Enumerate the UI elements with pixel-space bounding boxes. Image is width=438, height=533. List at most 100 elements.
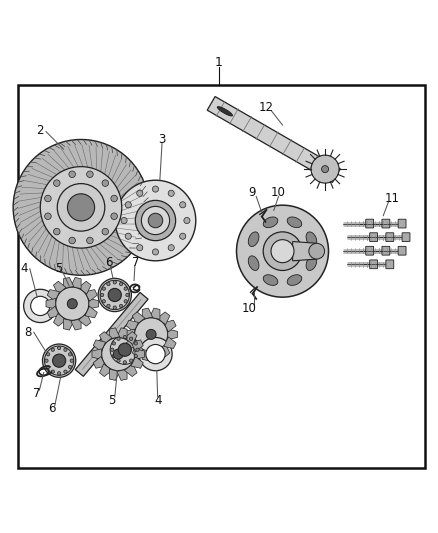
Text: 2: 2 (35, 124, 43, 137)
Polygon shape (117, 328, 127, 339)
Circle shape (46, 365, 50, 369)
Circle shape (130, 337, 133, 341)
Polygon shape (93, 357, 106, 368)
Ellipse shape (248, 256, 259, 270)
Circle shape (134, 318, 168, 351)
Circle shape (40, 167, 122, 248)
Circle shape (56, 287, 89, 320)
Circle shape (135, 200, 176, 241)
Circle shape (53, 180, 60, 187)
Polygon shape (131, 357, 143, 368)
Polygon shape (150, 350, 160, 361)
Polygon shape (131, 340, 143, 352)
Circle shape (152, 186, 159, 192)
Polygon shape (207, 96, 340, 182)
Circle shape (87, 237, 93, 244)
Circle shape (57, 183, 105, 231)
Circle shape (57, 372, 61, 375)
Circle shape (69, 237, 75, 244)
Text: 6: 6 (48, 402, 56, 415)
Circle shape (180, 233, 186, 239)
Circle shape (321, 166, 328, 173)
Circle shape (168, 245, 174, 251)
Circle shape (68, 365, 72, 369)
Circle shape (67, 194, 95, 221)
Text: 5: 5 (108, 393, 115, 407)
FancyBboxPatch shape (366, 219, 374, 228)
Text: 12: 12 (259, 101, 274, 115)
FancyBboxPatch shape (402, 233, 410, 241)
Circle shape (45, 213, 51, 220)
Circle shape (51, 348, 54, 351)
Circle shape (53, 354, 66, 367)
Circle shape (53, 228, 60, 235)
Polygon shape (110, 369, 120, 381)
Circle shape (126, 293, 129, 297)
Polygon shape (47, 306, 60, 318)
Polygon shape (110, 328, 120, 339)
Polygon shape (124, 364, 137, 376)
Circle shape (136, 348, 139, 351)
Text: 10: 10 (271, 187, 286, 199)
Polygon shape (64, 319, 74, 330)
Circle shape (125, 233, 131, 239)
Circle shape (107, 282, 110, 286)
Polygon shape (164, 337, 176, 349)
Ellipse shape (306, 232, 317, 247)
Circle shape (124, 287, 127, 290)
Circle shape (31, 296, 50, 316)
Circle shape (123, 335, 127, 339)
FancyBboxPatch shape (370, 233, 378, 241)
Text: 6: 6 (105, 256, 113, 270)
Circle shape (68, 353, 72, 356)
Polygon shape (53, 281, 66, 294)
Circle shape (102, 228, 109, 235)
Polygon shape (164, 320, 176, 332)
FancyBboxPatch shape (366, 246, 374, 255)
Circle shape (125, 201, 131, 208)
Circle shape (67, 298, 77, 309)
Circle shape (311, 155, 339, 183)
FancyBboxPatch shape (398, 219, 406, 228)
Circle shape (237, 205, 328, 297)
Circle shape (108, 288, 121, 302)
Text: 7: 7 (132, 256, 140, 269)
Circle shape (64, 370, 67, 373)
Polygon shape (157, 312, 170, 325)
Polygon shape (132, 312, 145, 325)
Polygon shape (168, 329, 177, 340)
Circle shape (152, 249, 159, 255)
Circle shape (124, 300, 127, 303)
Circle shape (123, 361, 127, 364)
Text: 11: 11 (385, 192, 399, 205)
Polygon shape (150, 308, 160, 319)
Circle shape (100, 293, 104, 297)
Polygon shape (117, 369, 127, 381)
Polygon shape (157, 344, 170, 357)
Circle shape (107, 304, 110, 308)
Circle shape (110, 348, 114, 351)
Polygon shape (142, 308, 152, 319)
Circle shape (102, 337, 135, 371)
Circle shape (98, 278, 131, 312)
Circle shape (69, 171, 75, 177)
Circle shape (137, 190, 143, 196)
Circle shape (113, 349, 123, 359)
FancyBboxPatch shape (386, 260, 394, 269)
Text: 3: 3 (159, 133, 166, 146)
Polygon shape (71, 278, 81, 289)
Circle shape (120, 282, 123, 286)
Circle shape (45, 195, 51, 202)
Circle shape (184, 217, 190, 223)
Text: 8: 8 (24, 326, 31, 338)
Ellipse shape (263, 217, 278, 228)
Polygon shape (99, 332, 112, 344)
Circle shape (102, 180, 109, 187)
Polygon shape (99, 364, 112, 376)
Circle shape (115, 180, 196, 261)
Polygon shape (46, 298, 56, 309)
Polygon shape (85, 289, 97, 301)
Text: 4: 4 (20, 262, 28, 275)
Text: 1: 1 (215, 56, 223, 69)
Ellipse shape (287, 274, 302, 285)
